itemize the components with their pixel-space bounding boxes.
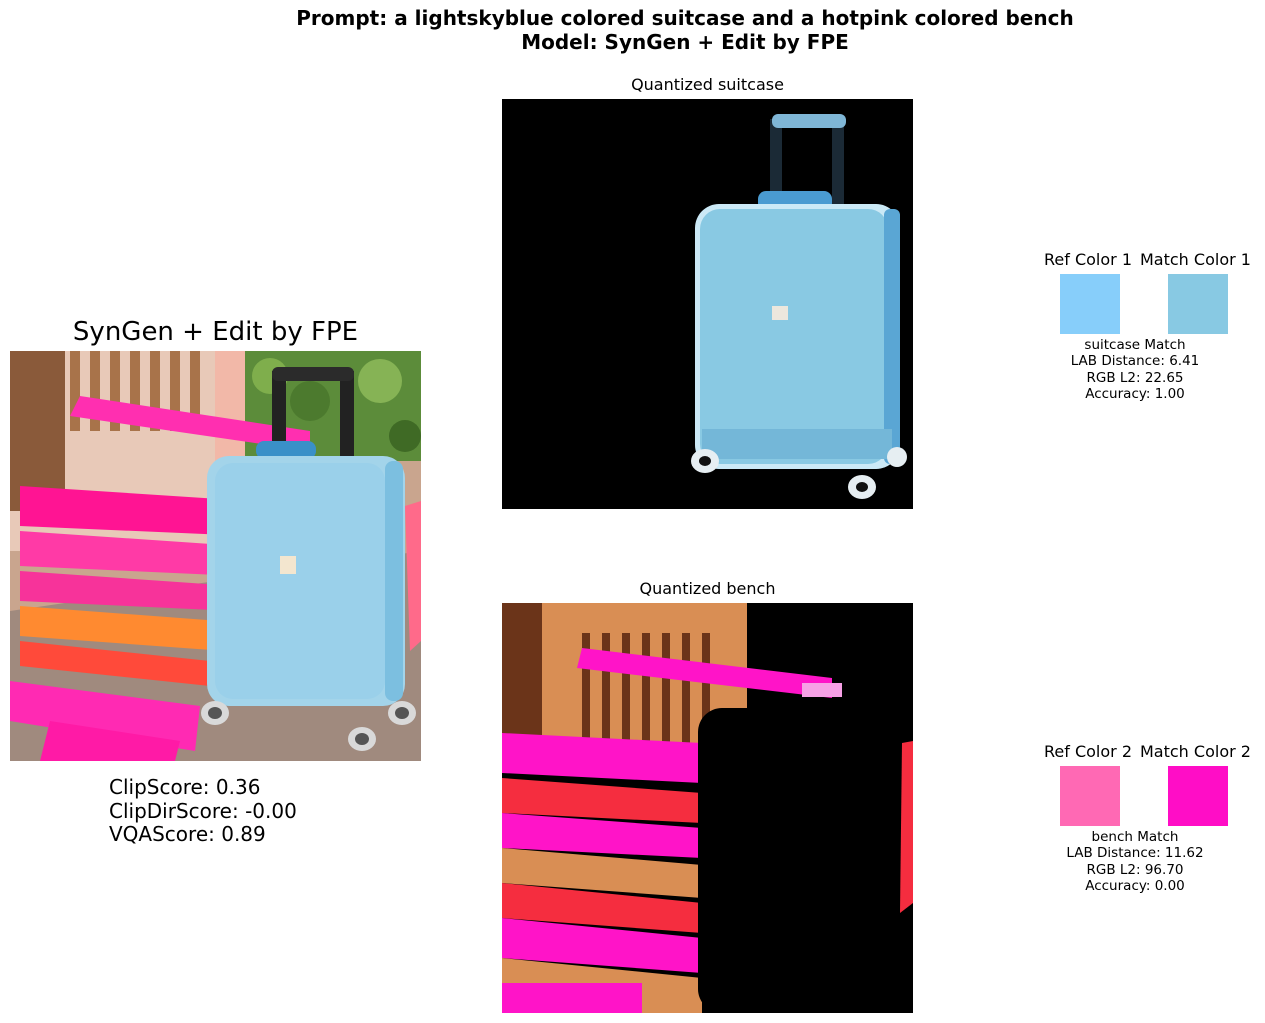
suitcase-rgb-l2: RGB L2: 22.65 <box>1086 369 1184 386</box>
quantized-bench-title: Quantized bench <box>639 579 776 598</box>
bench-lab-distance: LAB Distance: 11.62 <box>1066 845 1204 862</box>
bench-match-info: bench Match LAB Distance: 11.62 RGB L2: … <box>1035 829 1235 895</box>
match-color-2-swatch <box>1168 766 1228 826</box>
quantized-suitcase-title: Quantized suitcase <box>631 75 784 94</box>
prompt-line: Prompt: a lightskyblue colored suitcase … <box>296 6 1074 30</box>
bench-rgb-l2: RGB L2: 96.70 <box>1086 861 1184 878</box>
bench-accuracy: Accuracy: 0.00 <box>1085 878 1185 895</box>
match-color-1-label: Match Color 1 <box>1140 250 1251 269</box>
suitcase-match-info: suitcase Match LAB Distance: 6.41 RGB L2… <box>1035 337 1235 403</box>
ref-color-1-swatch <box>1060 274 1120 334</box>
match-color-1-swatch <box>1168 274 1228 334</box>
quantized-bench-image <box>502 603 913 1013</box>
suitcase-match-name: suitcase Match <box>1084 337 1186 353</box>
quantized-suitcase-image <box>502 99 913 509</box>
ref-color-1-label: Ref Color 1 <box>1044 250 1132 269</box>
model-line: Model: SynGen + Edit by FPE <box>521 30 849 54</box>
bench-match-name: bench Match <box>1091 829 1179 845</box>
main-image-title: SynGen + Edit by FPE <box>72 317 359 347</box>
match-color-2-label: Match Color 2 <box>1140 742 1251 761</box>
ref-color-2-swatch <box>1060 766 1120 826</box>
vqa-score: VQAScore: 0.89 <box>109 822 266 846</box>
suitcase-accuracy: Accuracy: 1.00 <box>1085 386 1185 403</box>
ref-color-2-label: Ref Color 2 <box>1044 742 1132 761</box>
score-block: ClipScore: 0.36 ClipDirScore: -0.00 VQAS… <box>109 775 297 847</box>
generated-image <box>10 351 421 761</box>
clip-dir-score: ClipDirScore: -0.00 <box>109 798 297 823</box>
figure-title: Prompt: a lightskyblue colored suitcase … <box>0 6 1265 54</box>
suitcase-lab-distance: LAB Distance: 6.41 <box>1070 353 1200 370</box>
clip-score: ClipScore: 0.36 <box>109 775 261 799</box>
